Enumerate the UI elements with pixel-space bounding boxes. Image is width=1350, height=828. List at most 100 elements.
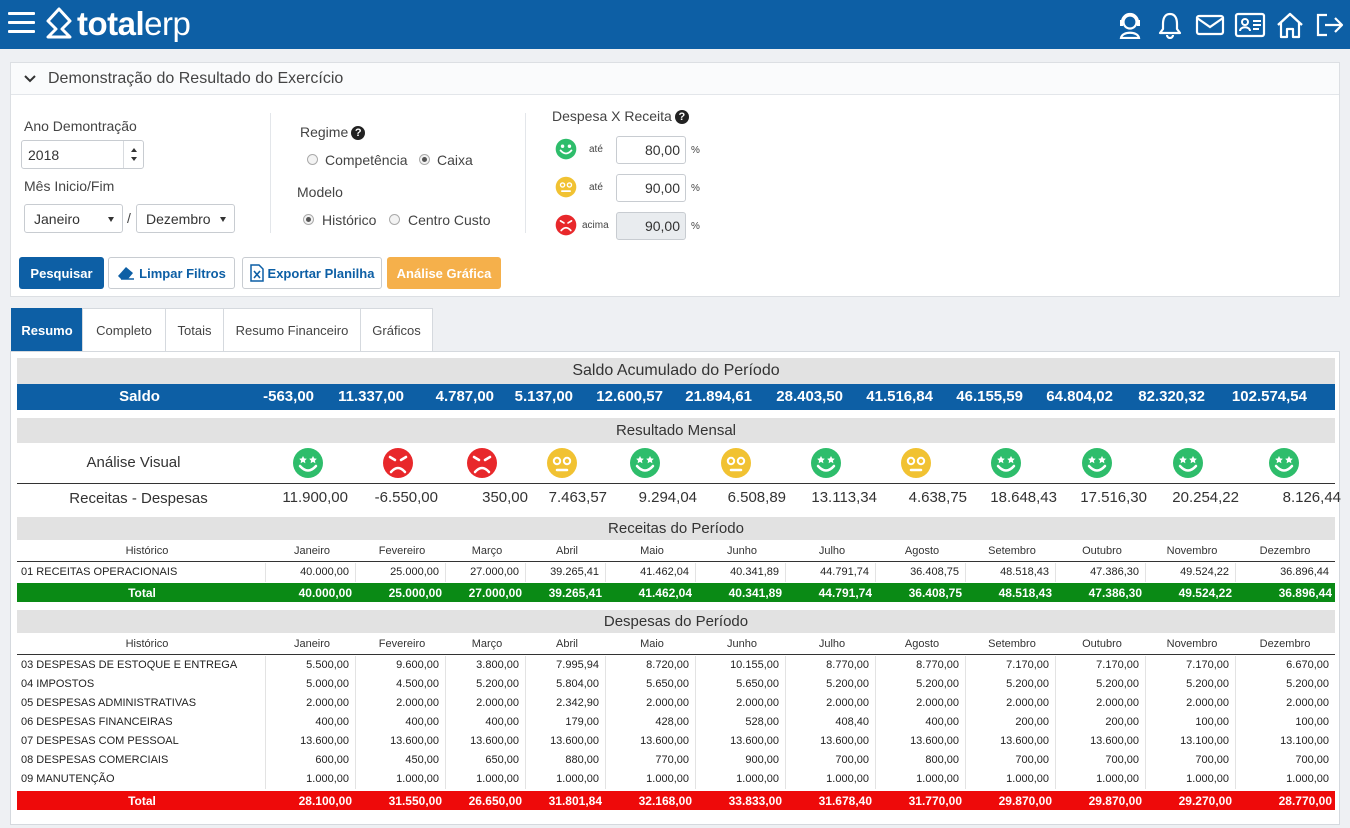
- modelo-historico-label[interactable]: Histórico: [322, 212, 377, 228]
- limpar-filtros-button[interactable]: Limpar Filtros: [108, 257, 235, 289]
- column-divider: [1235, 694, 1236, 713]
- row-value: 3.800,00: [476, 659, 519, 671]
- row-value: 700,00: [1105, 754, 1139, 766]
- separator: [270, 113, 271, 233]
- table-row: 06 DESPESAS FINANCEIRAS 400,00 400,00 400,0…: [17, 713, 1335, 732]
- home-icon[interactable]: [1270, 7, 1310, 43]
- row-value: 13.600,00: [1000, 735, 1049, 747]
- modelo-centro-custo-label[interactable]: Centro Custo: [408, 212, 491, 228]
- column-header-month: Março: [471, 545, 503, 557]
- receitas-section-title: Receitas do Período: [17, 517, 1335, 540]
- row-value: 13.600,00: [550, 735, 599, 747]
- receitas-despesas-label: Receitas - Despesas: [69, 490, 208, 507]
- mes-inicio-select[interactable]: Janeiro: [24, 204, 123, 233]
- column-divider: [695, 675, 696, 694]
- column-divider: [1145, 732, 1146, 751]
- column-divider: [355, 751, 356, 770]
- ano-input[interactable]: 2018: [21, 140, 144, 169]
- menu-icon[interactable]: [8, 12, 35, 36]
- help-icon[interactable]: ?: [351, 126, 366, 140]
- regime-label: Regime?: [300, 124, 366, 140]
- analise-grafica-button[interactable]: Análise Gráfica: [387, 257, 501, 289]
- total-value: 40.000,00: [298, 586, 352, 600]
- row-label: 07 DESPESAS COM PESSOAL: [21, 735, 179, 747]
- column-divider: [445, 563, 446, 582]
- dxr-happy-input[interactable]: 80,00: [616, 136, 686, 164]
- column-divider: [785, 732, 786, 751]
- logo[interactable]: totalerp: [44, 5, 191, 43]
- happy-face-icon: [293, 448, 323, 478]
- tab-bar: Resumo Completo Totais Resumo Financeiro…: [11, 308, 433, 352]
- regime-competencia-radio[interactable]: [307, 154, 318, 165]
- mensal-section-title: Resultado Mensal: [17, 418, 1335, 443]
- column-divider: [525, 713, 526, 732]
- despesas-table-header: Histórico Janeiro Fevereiro Março Abril Maio J…: [17, 633, 1335, 655]
- eraser-icon: [118, 267, 135, 280]
- total-value: 31.770,00: [908, 794, 962, 808]
- mes-fim-select[interactable]: Dezembro: [136, 204, 235, 233]
- bell-icon[interactable]: [1150, 7, 1190, 43]
- total-value: 31.678,40: [818, 794, 872, 808]
- column-divider: [265, 563, 266, 582]
- mes-label: Mês Inicio/Fim: [24, 178, 115, 194]
- column-header-month: Dezembro: [1259, 545, 1311, 557]
- dxr-neutral-input[interactable]: 90,00: [616, 174, 686, 202]
- id-card-icon[interactable]: [1230, 7, 1270, 43]
- mail-icon[interactable]: [1190, 7, 1230, 43]
- row-value: 2.000,00: [306, 697, 349, 709]
- tab-graficos[interactable]: Gráficos: [360, 308, 433, 352]
- modelo-centro-custo-radio[interactable]: [389, 214, 400, 225]
- saldo-value: 5.137,00: [514, 388, 573, 405]
- row-value: 40.341,89: [730, 566, 779, 578]
- sad-face-icon: [467, 448, 497, 478]
- chevron-down-icon[interactable]: [23, 72, 37, 86]
- column-header-month: Junho: [727, 638, 757, 650]
- saldo-value: 21.894,61: [685, 388, 752, 405]
- row-value: 39.265,41: [550, 566, 599, 578]
- total-value: 32.168,00: [638, 794, 692, 808]
- column-divider: [785, 751, 786, 770]
- happy-face-icon: [555, 138, 577, 160]
- column-header-month: Agosto: [904, 638, 940, 650]
- column-divider: [355, 563, 356, 582]
- column-divider: [875, 732, 876, 751]
- row-value: 5.200,00: [1096, 678, 1139, 690]
- support-icon[interactable]: [1110, 7, 1150, 43]
- tab-totais[interactable]: Totais: [165, 308, 224, 352]
- total-value: 25.000,00: [388, 586, 442, 600]
- row-value: 13.600,00: [390, 735, 439, 747]
- pesquisar-button[interactable]: Pesquisar: [19, 257, 104, 289]
- row-label: 08 DESPESAS COMERCIAIS: [21, 754, 169, 766]
- panel-header[interactable]: Demonstração do Resultado do Exercício: [11, 63, 1339, 95]
- resultado-value: -6.550,00: [374, 489, 438, 506]
- top-bar: totalerp: [0, 0, 1350, 49]
- row-value: 7.170,00: [1096, 659, 1139, 671]
- regime-competencia-label[interactable]: Competência: [325, 152, 408, 168]
- column-divider: [965, 675, 966, 694]
- column-divider: [605, 694, 606, 713]
- logout-icon[interactable]: [1310, 7, 1350, 43]
- regime-caixa-radio[interactable]: [419, 154, 430, 165]
- column-header-month: Setembro: [988, 638, 1036, 650]
- help-icon[interactable]: ?: [674, 110, 689, 124]
- tab-resumo-financeiro[interactable]: Resumo Financeiro: [223, 308, 361, 352]
- tab-resumo[interactable]: Resumo: [11, 308, 83, 351]
- column-header-historico: Histórico: [125, 638, 169, 650]
- row-value: 400,00: [485, 716, 519, 728]
- column-divider: [1055, 694, 1056, 713]
- exportar-planilha-button[interactable]: Exportar Planilha: [242, 257, 382, 289]
- despesas-total-row: Total 28.100,00 31.550,00 26.650,00 31.801,8…: [17, 791, 1335, 810]
- column-divider: [605, 656, 606, 675]
- ano-stepper[interactable]: [123, 141, 143, 168]
- row-value: 2.000,00: [1286, 697, 1329, 709]
- tab-completo[interactable]: Completo: [82, 308, 166, 352]
- modelo-historico-radio[interactable]: [303, 214, 314, 225]
- column-divider: [355, 770, 356, 789]
- row-value: 1.000,00: [476, 773, 519, 785]
- row-value: 400,00: [405, 716, 439, 728]
- regime-caixa-label[interactable]: Caixa: [437, 152, 473, 168]
- total-value: 33.833,00: [728, 794, 782, 808]
- column-divider: [1235, 732, 1236, 751]
- row-value: 1.000,00: [1096, 773, 1139, 785]
- neutral-face-icon: [721, 448, 751, 478]
